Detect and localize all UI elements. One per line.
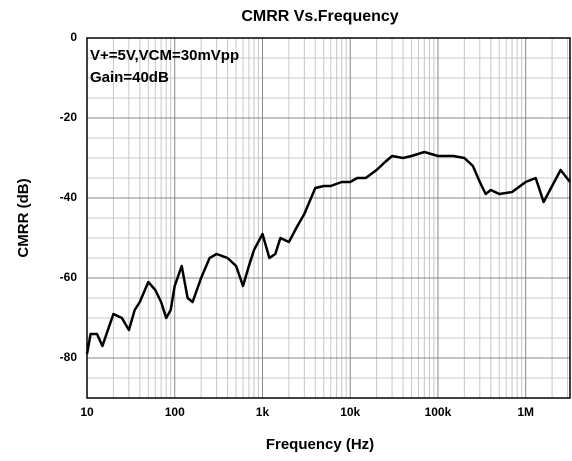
x-tick-label: 100k xyxy=(425,405,452,419)
x-axis-label: Frequency (Hz) xyxy=(266,436,374,453)
y-tick-label: -60 xyxy=(60,270,78,284)
y-axis-label: CMRR (dB) xyxy=(15,178,32,257)
x-tick-label: 10k xyxy=(340,405,360,419)
y-tick-label: -80 xyxy=(60,350,78,364)
data-line xyxy=(85,150,571,355)
x-tick-label: 1M xyxy=(517,405,534,419)
plot-frame xyxy=(86,37,571,399)
chart-title: CMRR Vs.Frequency xyxy=(241,8,398,25)
y-tick-label: 0 xyxy=(70,30,77,44)
x-tick-label: 100 xyxy=(165,405,185,419)
y-tick-label: -40 xyxy=(60,190,78,204)
x-tick-label: 1k xyxy=(256,405,270,419)
annotation: Gain=40dB xyxy=(90,69,169,86)
annotation: V+=5V,VCM=30mVpp xyxy=(90,47,239,64)
y-tick-label: -20 xyxy=(60,110,78,124)
x-tick-label: 10 xyxy=(80,405,94,419)
